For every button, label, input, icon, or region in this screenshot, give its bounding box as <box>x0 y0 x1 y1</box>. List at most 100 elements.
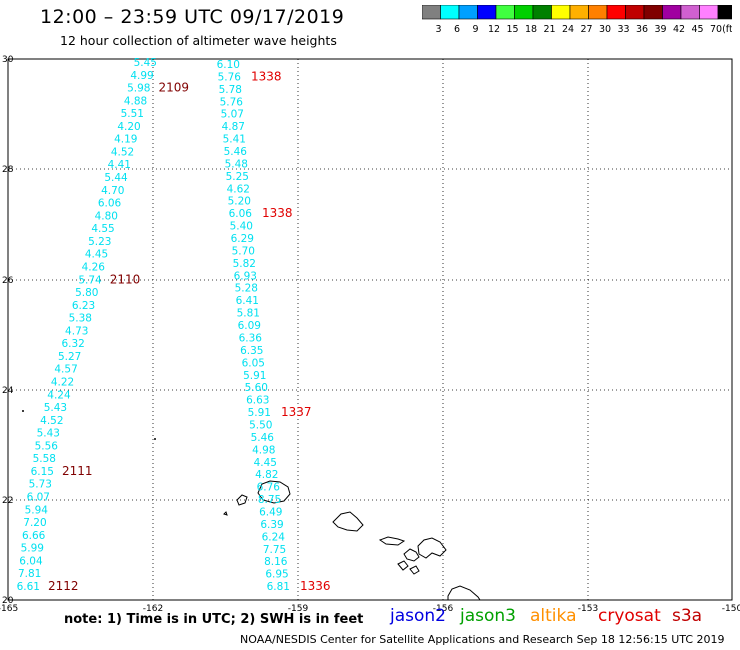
pass-time-label: 1336 <box>300 579 331 593</box>
wave-height-label: 6.66 <box>22 530 46 542</box>
pass-time-label: 2112 <box>48 579 79 593</box>
wave-height-label: 6.95 <box>265 569 288 581</box>
wave-height-label: 6.93 <box>234 270 257 282</box>
wave-height-label: 4.70 <box>101 185 124 197</box>
wave-height-label: 5.91 <box>243 370 266 382</box>
wave-height-label: 6.39 <box>260 519 283 531</box>
wave-height-label: 4.52 <box>111 146 134 158</box>
wave-height-label: 8.16 <box>264 556 288 568</box>
wave-height-label: 7.81 <box>18 568 41 580</box>
wave-height-label: 6.61 <box>17 581 40 593</box>
lon-tick-label: -165 <box>0 604 18 614</box>
footer-note: note: 1) Time is in UTC; 2) SWH is in fe… <box>64 612 364 627</box>
lon-tick-label: -162 <box>143 604 163 614</box>
wave-height-label: 4.55 <box>91 223 114 235</box>
wave-height-label: 5.40 <box>230 221 253 233</box>
satellite-label-s3a: s3a <box>672 606 703 626</box>
wave-height-label: 5.48 <box>225 158 248 170</box>
wave-height-label: 4.20 <box>117 121 140 133</box>
wave-height-label: 5.81 <box>237 308 260 320</box>
wave-height-label: 5.46 <box>251 432 275 444</box>
wave-height-label: 5.25 <box>226 171 249 183</box>
lon-tick-label: -150 <box>722 604 740 614</box>
wave-height-label: 6.05 <box>242 357 265 369</box>
wave-height-label: 4.26 <box>82 261 106 273</box>
lon-tick-label: -156 <box>433 604 454 614</box>
wave-height-label: 7.75 <box>263 544 286 556</box>
wave-height-label: 5.70 <box>232 245 255 257</box>
wave-height-label: 5.99 <box>21 543 44 555</box>
wave-height-label: 5.56 <box>35 440 59 452</box>
colorbar-label: 70 <box>710 24 722 35</box>
wave-height-label: 5.43 <box>37 428 60 440</box>
wave-height-label: 5.78 <box>219 84 242 96</box>
altimeter-track: 6.105.765.785.765.074.875.415.465.485.25… <box>217 59 331 593</box>
wave-height-label: 6.36 <box>239 332 263 344</box>
island-outline <box>257 480 291 504</box>
wave-height-label: 5.41 <box>223 134 246 146</box>
colorbar-label: 30 <box>599 24 611 35</box>
satellite-label-cryosat: cryosat <box>598 606 661 626</box>
wave-height-label: 5.44 <box>104 172 128 184</box>
colorbar-label: 24 <box>562 24 574 35</box>
wave-height-label: 5.98 <box>127 83 150 95</box>
wave-height-label: 5.51 <box>121 108 144 120</box>
pass-time-label: 2109 <box>159 81 190 95</box>
wave-height-label: 5.73 <box>29 479 52 491</box>
wave-height-label: 8.75 <box>258 494 281 506</box>
island-outline <box>223 511 228 516</box>
wave-height-label: 4.87 <box>222 121 245 133</box>
wave-height-label: 6.15 <box>31 466 54 478</box>
pass-time-label: 1338 <box>262 206 293 220</box>
wave-height-label: 5.74 <box>78 274 102 286</box>
footer-credit: NOAA/NESDIS Center for Satellite Applica… <box>240 633 725 646</box>
pass-time-label: 1338 <box>251 69 282 83</box>
wave-height-label: 5.60 <box>245 382 268 394</box>
wave-height-label: 5.43 <box>44 402 67 414</box>
wave-height-label: 4.99 <box>130 70 153 82</box>
wave-height-label: 6.76 <box>257 482 281 494</box>
wave-height-label: 5.76 <box>220 96 244 108</box>
colorbar-label: 45 <box>691 24 703 35</box>
wave-height-label: 6.06 <box>98 198 122 210</box>
wave-height-label: 5.82 <box>233 258 256 270</box>
wave-height-label: 4.41 <box>108 159 131 171</box>
islet-dot <box>22 410 24 412</box>
wave-height-label: 5.76 <box>218 71 242 83</box>
island-outline <box>378 536 406 546</box>
wave-height-label: 6.49 <box>259 506 282 518</box>
wave-height-label: 6.23 <box>72 300 95 312</box>
wave-height-label: 5.94 <box>25 504 49 516</box>
wave-height-label: 4.19 <box>114 134 137 146</box>
wave-height-label: 5.80 <box>75 287 98 299</box>
wave-height-label: 6.09 <box>238 320 261 332</box>
wave-height-label: 5.50 <box>249 419 272 431</box>
wave-height-label: 4.45 <box>85 249 108 261</box>
chart-subtitle: 12 hour collection of altimeter wave hei… <box>60 33 337 48</box>
colorbar-label: 21 <box>543 24 555 35</box>
wave-height-label: 5.45 <box>134 57 157 69</box>
pass-time-label: 2110 <box>110 272 141 286</box>
wave-height-label: 4.24 <box>47 389 71 401</box>
lat-tick-label: 24 <box>2 386 14 396</box>
colorbar-label: 36 <box>636 24 648 35</box>
pass-time-label: 1337 <box>281 405 312 419</box>
lat-tick-label: 30 <box>2 55 14 65</box>
colorbar-label: 42 <box>673 24 685 35</box>
wave-height-label: 6.06 <box>229 208 253 220</box>
map-frame <box>7 58 733 601</box>
wave-height-label: 6.04 <box>19 555 43 567</box>
wave-height-label: 5.07 <box>221 109 244 121</box>
wave-height-label: 4.73 <box>65 325 88 337</box>
colorbar-label: 18 <box>525 24 537 35</box>
wave-height-label: 6.10 <box>217 59 240 71</box>
island-outline <box>417 537 447 559</box>
wave-height-label: 5.20 <box>228 196 251 208</box>
wave-height-label: 4.45 <box>254 457 277 469</box>
wave-height-label: 4.82 <box>255 469 278 481</box>
colorbar-label: (ft) <box>722 24 732 35</box>
colorbar-label: 3 <box>435 24 441 35</box>
wave-height-label: 5.58 <box>33 453 56 465</box>
pass-time-label: 2111 <box>62 464 93 478</box>
